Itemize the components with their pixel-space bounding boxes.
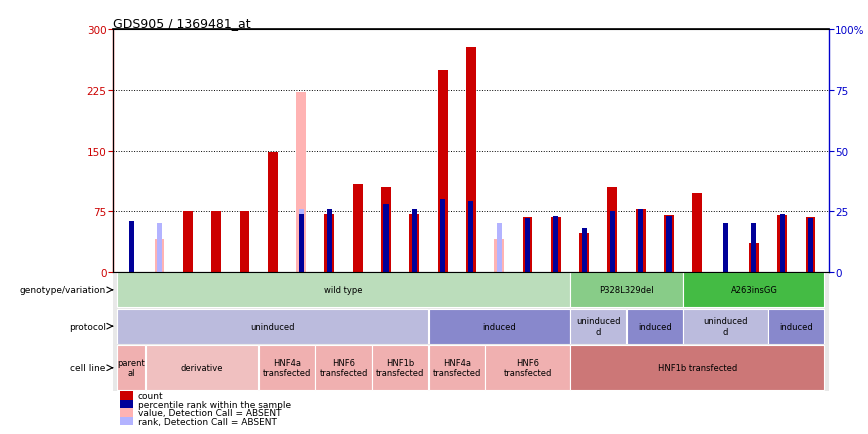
Text: derivative: derivative <box>181 363 223 372</box>
Bar <box>352 185 363 272</box>
Bar <box>440 200 445 272</box>
Bar <box>551 217 561 272</box>
Bar <box>372 345 428 391</box>
Bar <box>117 345 145 391</box>
Text: cell line: cell line <box>70 363 106 372</box>
Bar <box>211 212 221 272</box>
Bar <box>667 217 672 272</box>
Bar <box>752 224 757 272</box>
Bar <box>638 209 643 272</box>
Text: parent
al: parent al <box>117 358 145 378</box>
Bar <box>806 217 816 272</box>
Text: protocol: protocol <box>69 322 106 331</box>
Bar <box>429 345 484 391</box>
Text: percentile rank within the sample: percentile rank within the sample <box>138 400 291 408</box>
Text: rank, Detection Call = ABSENT: rank, Detection Call = ABSENT <box>138 417 277 426</box>
Bar <box>410 214 419 272</box>
Bar <box>146 345 259 391</box>
Text: value, Detection Call = ABSENT: value, Detection Call = ABSENT <box>138 408 281 417</box>
Text: induced: induced <box>483 322 516 331</box>
Text: HNF6
transfected: HNF6 transfected <box>319 358 368 378</box>
Bar <box>808 219 813 272</box>
Bar <box>570 345 825 391</box>
Bar <box>240 212 249 272</box>
Bar <box>570 273 683 308</box>
Text: HNF1b
transfected: HNF1b transfected <box>376 358 424 378</box>
Text: uninduced
d: uninduced d <box>703 317 748 336</box>
Bar <box>496 224 502 272</box>
Bar <box>768 309 825 344</box>
Text: uninduced
d: uninduced d <box>576 317 621 336</box>
Bar <box>683 309 768 344</box>
Bar <box>466 48 476 272</box>
Bar <box>683 273 825 308</box>
Text: count: count <box>138 391 163 400</box>
Bar <box>381 187 391 272</box>
Bar <box>315 345 372 391</box>
Text: HNF1b transfected: HNF1b transfected <box>658 363 737 372</box>
Bar <box>299 214 304 272</box>
Text: wild type: wild type <box>325 286 363 295</box>
Bar <box>299 209 304 272</box>
Bar <box>608 187 617 272</box>
Text: induced: induced <box>638 322 672 331</box>
Bar <box>117 309 428 344</box>
Text: HNF4a
transfected: HNF4a transfected <box>263 358 311 378</box>
Text: GDS905 / 1369481_at: GDS905 / 1369481_at <box>113 17 251 30</box>
Bar <box>582 229 587 272</box>
Text: genotype/variation: genotype/variation <box>19 286 106 295</box>
Bar <box>635 209 646 272</box>
Bar <box>523 217 532 272</box>
Text: uninduced: uninduced <box>251 322 295 331</box>
Bar <box>157 224 162 272</box>
Bar <box>384 204 389 272</box>
Bar <box>779 214 785 272</box>
Bar <box>325 214 334 272</box>
Bar <box>525 219 530 272</box>
Bar <box>268 153 278 272</box>
Bar <box>120 408 133 417</box>
Bar <box>183 212 193 272</box>
Bar <box>128 221 134 272</box>
Bar <box>570 309 627 344</box>
Bar <box>437 71 448 272</box>
Bar <box>494 240 504 272</box>
Text: P328L329del: P328L329del <box>599 286 654 295</box>
Bar <box>664 216 674 272</box>
Bar <box>120 400 133 408</box>
Bar <box>411 209 417 272</box>
Bar <box>120 417 133 425</box>
Bar <box>485 345 569 391</box>
Bar <box>429 309 569 344</box>
Bar <box>610 212 615 272</box>
Text: HNF6
transfected: HNF6 transfected <box>503 358 552 378</box>
Bar <box>693 193 702 272</box>
Bar <box>749 244 759 272</box>
Bar <box>259 345 315 391</box>
Bar <box>579 233 589 272</box>
Bar <box>553 217 558 272</box>
Bar <box>117 273 569 308</box>
Text: induced: induced <box>779 322 813 331</box>
Bar <box>296 93 306 272</box>
Bar <box>155 240 165 272</box>
Bar <box>723 224 728 272</box>
Bar <box>469 202 473 272</box>
Text: A263insGG: A263insGG <box>731 286 778 295</box>
Bar <box>627 309 683 344</box>
Text: HNF4a
transfected: HNF4a transfected <box>432 358 481 378</box>
Bar <box>327 209 332 272</box>
Bar <box>777 216 787 272</box>
Bar <box>120 391 133 400</box>
